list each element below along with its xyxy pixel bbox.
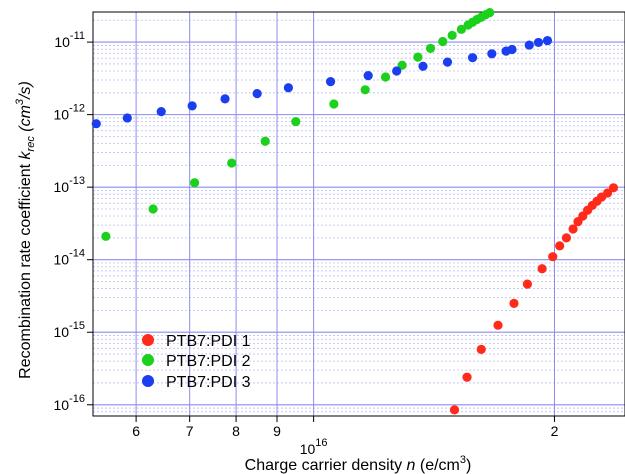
grid-lines <box>93 12 625 417</box>
x-axis-label: Charge carrier density n (e/cm3) <box>245 454 472 474</box>
x-axis-label-unit-close: ) <box>466 457 471 474</box>
data-point <box>252 88 262 99</box>
legend: PTB7:PDI 1 PTB7:PDI 2 PTB7:PDI 3 <box>142 333 251 391</box>
data-point <box>325 77 336 87</box>
data-point <box>462 372 472 382</box>
y-tick-label: 10-13 <box>54 175 85 195</box>
data-point <box>190 178 200 188</box>
data-point <box>397 60 407 70</box>
x-tick-label: 9 <box>273 423 281 439</box>
y-axis-label-unit-exponent: 3 <box>14 98 26 105</box>
data-point <box>449 405 460 415</box>
data-point <box>392 66 402 76</box>
data-point <box>418 61 428 71</box>
x-axis-label-unit-exponent: 3 <box>460 454 466 466</box>
legend-label-1: PTB7:PDI 1 <box>166 333 251 350</box>
y-tick-label: 10-14 <box>54 248 85 268</box>
data-point <box>608 183 619 193</box>
data-point <box>442 57 453 67</box>
x-axis-label-prefix: Charge carrier density <box>245 457 407 474</box>
y-axis-label-subscript: rec <box>25 136 37 152</box>
plot-frame <box>92 11 625 417</box>
data-point <box>524 40 534 50</box>
series-2 <box>101 8 495 241</box>
legend-label-2: PTB7:PDI 2 <box>166 353 251 370</box>
data-point <box>507 44 517 55</box>
data-point <box>509 298 519 308</box>
data-point <box>602 188 613 198</box>
legend-marker-3 <box>142 375 154 387</box>
data-point <box>91 119 101 129</box>
y-tick-label: 10-16 <box>54 393 85 413</box>
data-point <box>260 136 270 146</box>
data-point <box>555 241 565 251</box>
x-tick-label: 1016 <box>300 437 328 457</box>
y-tick-label: 10-15 <box>54 320 85 340</box>
data-point <box>122 113 132 123</box>
legend-marker-1 <box>142 334 154 346</box>
data-point <box>487 49 497 59</box>
data-point <box>438 36 448 47</box>
data-point <box>425 43 436 53</box>
data-point <box>447 30 457 40</box>
data-point <box>156 107 166 117</box>
y-axis-ticks: 10-16 10-15 10-14 10-13 10-12 10-11 <box>54 30 93 413</box>
data-points <box>91 8 619 415</box>
data-point <box>537 264 547 274</box>
data-point <box>187 101 197 111</box>
data-point <box>227 158 237 168</box>
series-1 <box>449 183 619 415</box>
y-axis-label-prefix: Recombination rate coefficient <box>17 159 34 378</box>
data-point <box>456 24 466 34</box>
data-point <box>476 344 486 354</box>
y-axis-label-variable: k <box>17 150 34 159</box>
data-point <box>220 94 230 104</box>
data-point <box>568 224 578 234</box>
data-point <box>380 72 391 82</box>
series-3 <box>91 35 553 129</box>
y-axis-label-unit: (cm <box>17 105 34 136</box>
x-tick-label: 2 <box>551 423 559 439</box>
data-point <box>413 52 423 62</box>
x-tick-label: 6 <box>132 423 140 439</box>
data-point <box>522 279 532 289</box>
x-axis-label-unit: (e/cm <box>415 457 459 474</box>
data-point <box>101 231 111 241</box>
x-tick-label: 8 <box>232 423 240 439</box>
data-point <box>360 85 370 95</box>
data-point <box>363 71 373 81</box>
data-point <box>148 204 158 214</box>
y-tick-label: 10-11 <box>54 30 85 50</box>
data-point <box>493 320 503 330</box>
data-point <box>561 233 572 243</box>
y-axis-label-unit-close: /s) <box>17 81 34 100</box>
plot-border <box>92 11 625 417</box>
data-point <box>533 37 544 48</box>
data-point <box>283 83 293 93</box>
data-point <box>467 53 478 63</box>
data-point <box>485 8 495 18</box>
x-tick-label: 7 <box>186 423 194 439</box>
x-axis-ticks: 6 7 8 9 1016 2 <box>132 416 559 457</box>
y-axis-label: Recombination rate coefficient krec (cm3… <box>14 81 37 379</box>
data-point <box>329 99 339 109</box>
legend-label-3: PTB7:PDI 3 <box>166 374 251 391</box>
y-tick-label: 10-12 <box>54 103 85 123</box>
data-point <box>548 252 558 262</box>
x-axis-label-variable: n <box>407 457 416 474</box>
data-point <box>542 35 553 46</box>
data-point <box>291 117 301 127</box>
legend-marker-2 <box>142 354 154 366</box>
